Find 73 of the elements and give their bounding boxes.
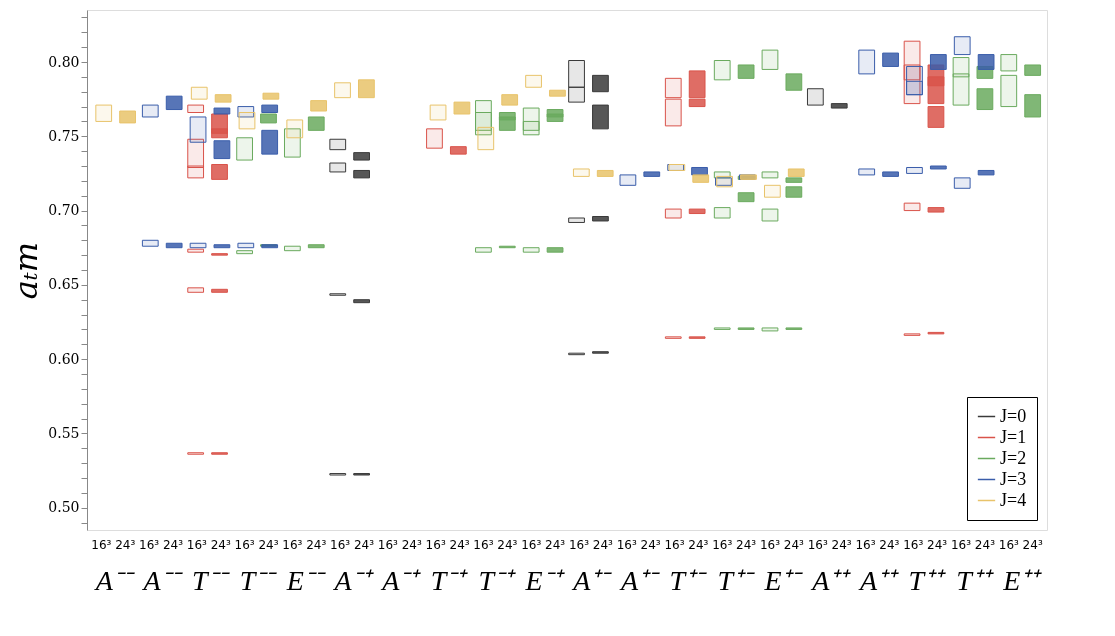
x-tick-label: 16³: [903, 538, 924, 552]
x-tick-label: 16³: [664, 538, 685, 552]
y-axis-title: aₜm: [7, 241, 46, 300]
text: T⁻⁻: [192, 565, 230, 596]
x-tick-label: 16³: [521, 538, 542, 552]
x-tick-label: 24³: [736, 538, 757, 552]
y-tick-label: 0.75: [48, 127, 80, 144]
x-tick-label: 16³: [282, 538, 303, 552]
x-tick-label: 16³: [473, 538, 494, 552]
text: A⁻⁻: [93, 565, 135, 596]
legend-label: J=0: [1000, 405, 1027, 426]
text: E⁺⁻: [763, 565, 804, 596]
y-tick-label: 0.55: [48, 424, 80, 441]
text: A⁻⁻: [141, 565, 183, 596]
text: E⁺⁺: [1002, 565, 1043, 596]
x-tick-label: 24³: [1022, 538, 1043, 552]
x-tick-label: 16³: [950, 538, 972, 552]
x-tick-label: 24³: [353, 538, 375, 552]
x-tick-label: 16³: [807, 538, 828, 552]
text: T⁺⁺: [956, 565, 994, 596]
text: T⁺⁻: [669, 565, 708, 596]
text: A⁺⁺: [810, 565, 852, 596]
text: T⁻⁺: [478, 565, 517, 596]
x-tick-label: 24³: [927, 538, 948, 552]
text: T⁺⁻: [717, 565, 755, 596]
x-tick-label: 16³: [139, 538, 160, 552]
x-tick-label: 24³: [974, 538, 996, 552]
x-tick-label: 16³: [186, 538, 208, 552]
x-tick-label: 24³: [210, 538, 231, 552]
y-tick-label: 0.80: [48, 53, 80, 70]
text: E⁻⁺: [524, 565, 565, 596]
legend-label: J=2: [1000, 447, 1027, 468]
x-tick-label: 16³: [330, 538, 351, 552]
y-tick-label: 0.50: [48, 499, 80, 516]
y-tick-label: 0.60: [48, 350, 80, 367]
x-tick-label: 16³: [568, 538, 590, 552]
x-tick-label: 24³: [115, 538, 136, 552]
y-tick-label: 0.65: [48, 276, 80, 293]
x-tick-label: 24³: [258, 538, 279, 552]
text: T⁻⁻: [239, 565, 278, 596]
text: E⁻⁻: [285, 565, 326, 596]
text: A⁺⁺: [857, 565, 899, 596]
x-tick-label: 16³: [759, 538, 781, 552]
x-tick-label: 24³: [592, 538, 614, 552]
x-tick-label: 24³: [688, 538, 709, 552]
x-tick-label: 16³: [712, 538, 733, 552]
x-tick-label: 24³: [879, 538, 900, 552]
text: T⁺⁺: [908, 565, 946, 596]
x-tick-label: 24³: [449, 538, 470, 552]
text: A⁺⁻: [571, 565, 613, 596]
x-tick-label: 16³: [855, 538, 876, 552]
x-tick-label: 24³: [783, 538, 805, 552]
x-tick-label: 16³: [616, 538, 637, 552]
legend-label: J=1: [1000, 426, 1027, 447]
text: T⁻⁺: [430, 565, 469, 596]
text: A⁻⁺: [380, 565, 422, 596]
x-tick-label: 24³: [831, 538, 852, 552]
x-tick-label: 16³: [91, 538, 112, 552]
text: A⁺⁻: [619, 565, 661, 596]
x-tick-label: 16³: [234, 538, 255, 552]
legend-label: J=4: [1000, 489, 1027, 510]
x-tick-label: 24³: [401, 538, 422, 552]
x-tick-label: 16³: [425, 538, 446, 552]
legend-label: J=3: [1000, 468, 1027, 489]
x-tick-label: 16³: [377, 538, 399, 552]
x-tick-label: 24³: [162, 538, 184, 552]
x-tick-label: 24³: [545, 538, 566, 552]
text: A⁻⁺: [332, 565, 374, 596]
x-tick-label: 24³: [306, 538, 327, 552]
x-tick-label: 24³: [640, 538, 661, 552]
y-tick-label: 0.70: [48, 202, 80, 219]
x-tick-label: 24³: [497, 538, 518, 552]
x-tick-label: 16³: [998, 538, 1020, 552]
